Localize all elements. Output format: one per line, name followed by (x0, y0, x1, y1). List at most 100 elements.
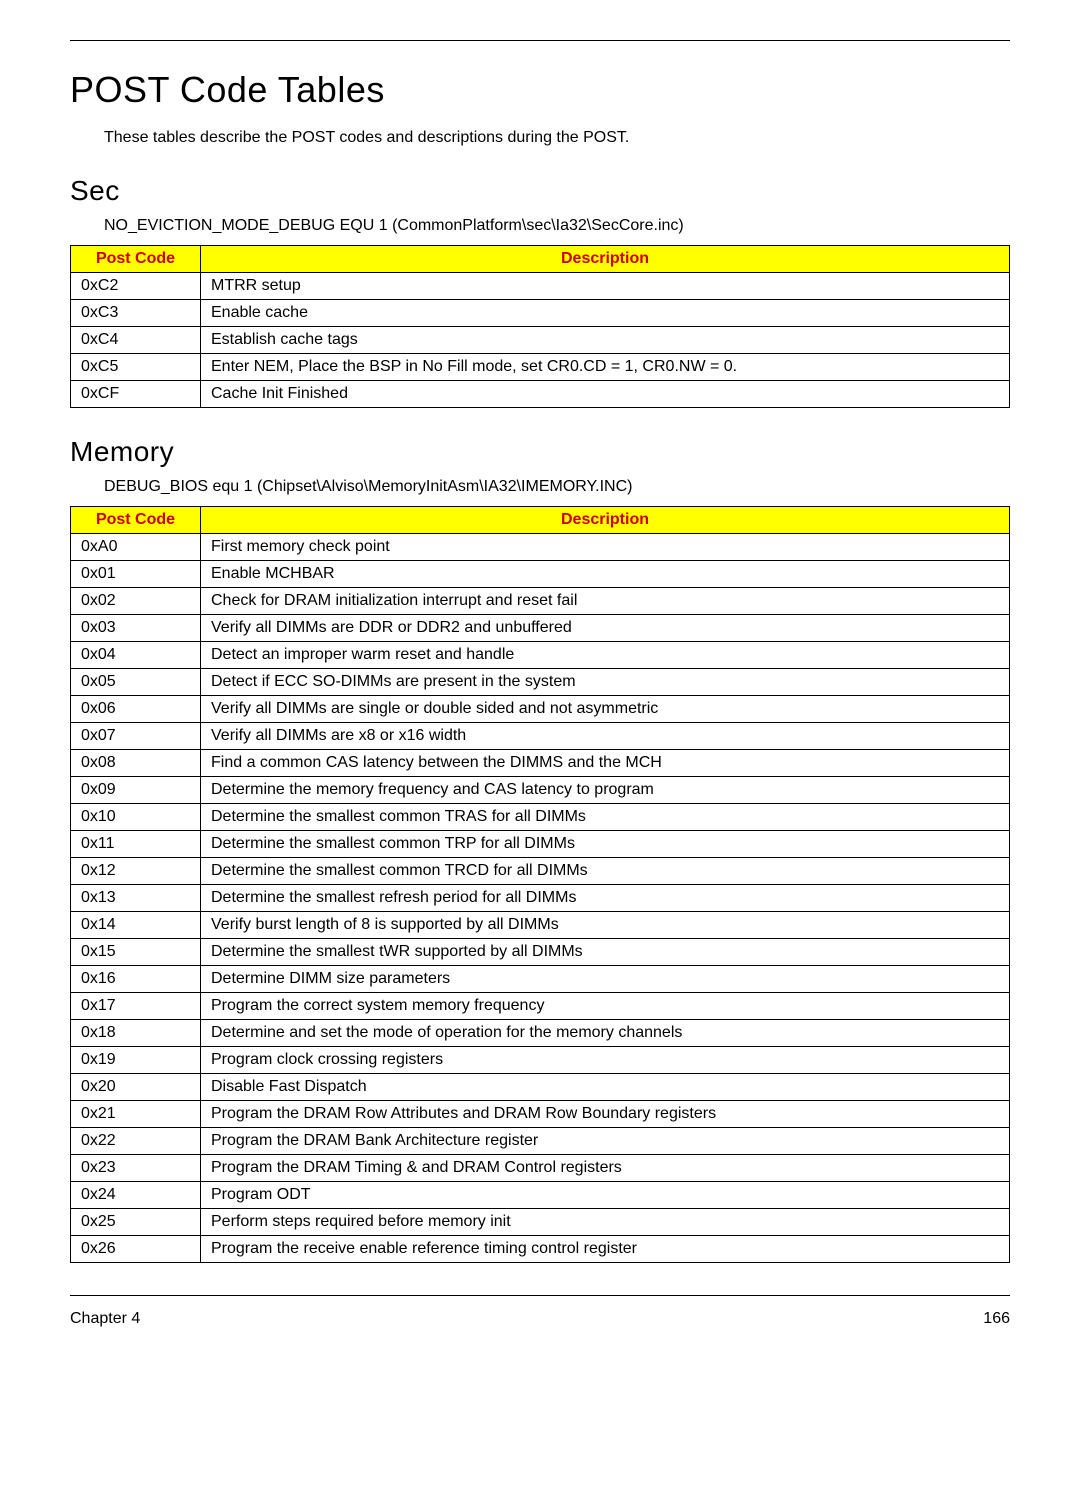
cell-code: 0x22 (71, 1128, 201, 1155)
table-row: 0x26Program the receive enable reference… (71, 1236, 1010, 1263)
cell-desc: Verify burst length of 8 is supported by… (201, 912, 1010, 939)
cell-desc: Perform steps required before memory ini… (201, 1209, 1010, 1236)
cell-desc: Check for DRAM initialization interrupt … (201, 588, 1010, 615)
sec-col-desc: Description (201, 246, 1010, 273)
cell-desc: Program the receive enable reference tim… (201, 1236, 1010, 1263)
cell-code: 0x11 (71, 831, 201, 858)
table-row: 0x04Detect an improper warm reset and ha… (71, 642, 1010, 669)
cell-desc: Verify all DIMMs are x8 or x16 width (201, 723, 1010, 750)
cell-code: 0xC3 (71, 300, 201, 327)
table-row: 0x07Verify all DIMMs are x8 or x16 width (71, 723, 1010, 750)
sec-table: Post Code Description 0xC2MTRR setup0xC3… (70, 245, 1010, 408)
cell-desc: Cache Init Finished (201, 381, 1010, 408)
cell-desc: Determine the smallest tWR supported by … (201, 939, 1010, 966)
cell-code: 0x15 (71, 939, 201, 966)
cell-code: 0x12 (71, 858, 201, 885)
cell-code: 0x05 (71, 669, 201, 696)
cell-code: 0x04 (71, 642, 201, 669)
table-row: 0x01Enable MCHBAR (71, 561, 1010, 588)
memory-note: DEBUG_BIOS equ 1 (Chipset\Alviso\MemoryI… (104, 478, 1010, 496)
cell-code: 0x25 (71, 1209, 201, 1236)
table-row: 0x12Determine the smallest common TRCD f… (71, 858, 1010, 885)
cell-code: 0xA0 (71, 534, 201, 561)
table-row: 0x06Verify all DIMMs are single or doubl… (71, 696, 1010, 723)
cell-code: 0xCF (71, 381, 201, 408)
cell-code: 0x01 (71, 561, 201, 588)
cell-desc: Determine the memory frequency and CAS l… (201, 777, 1010, 804)
page-title: POST Code Tables (70, 69, 1010, 111)
cell-desc: Determine and set the mode of operation … (201, 1020, 1010, 1047)
table-row: 0xC4Establish cache tags (71, 327, 1010, 354)
top-rule (70, 40, 1010, 41)
cell-desc: Enter NEM, Place the BSP in No Fill mode… (201, 354, 1010, 381)
cell-code: 0x06 (71, 696, 201, 723)
cell-code: 0x14 (71, 912, 201, 939)
table-row: 0x19Program clock crossing registers (71, 1047, 1010, 1074)
cell-code: 0x17 (71, 993, 201, 1020)
table-row: 0x11Determine the smallest common TRP fo… (71, 831, 1010, 858)
cell-code: 0x20 (71, 1074, 201, 1101)
cell-desc: Disable Fast Dispatch (201, 1074, 1010, 1101)
table-row: 0x09Determine the memory frequency and C… (71, 777, 1010, 804)
table-row: 0x24Program ODT (71, 1182, 1010, 1209)
table-row: 0xA0First memory check point (71, 534, 1010, 561)
cell-desc: Detect an improper warm reset and handle (201, 642, 1010, 669)
footer-right: 166 (983, 1310, 1010, 1328)
cell-code: 0x09 (71, 777, 201, 804)
table-row: 0x22Program the DRAM Bank Architecture r… (71, 1128, 1010, 1155)
cell-desc: Verify all DIMMs are DDR or DDR2 and unb… (201, 615, 1010, 642)
table-row: 0x05Detect if ECC SO-DIMMs are present i… (71, 669, 1010, 696)
cell-code: 0x21 (71, 1101, 201, 1128)
cell-desc: Program the DRAM Row Attributes and DRAM… (201, 1101, 1010, 1128)
cell-code: 0x19 (71, 1047, 201, 1074)
section-heading-memory: Memory (70, 436, 1010, 468)
cell-code: 0x26 (71, 1236, 201, 1263)
table-row: 0xC3Enable cache (71, 300, 1010, 327)
memory-col-code: Post Code (71, 507, 201, 534)
cell-code: 0x07 (71, 723, 201, 750)
table-row: 0x20Disable Fast Dispatch (71, 1074, 1010, 1101)
cell-desc: Program ODT (201, 1182, 1010, 1209)
cell-desc: Determine the smallest common TRAS for a… (201, 804, 1010, 831)
table-row: 0x13Determine the smallest refresh perio… (71, 885, 1010, 912)
cell-code: 0xC4 (71, 327, 201, 354)
cell-desc: Program the DRAM Timing & and DRAM Contr… (201, 1155, 1010, 1182)
cell-desc: Program the DRAM Bank Architecture regis… (201, 1128, 1010, 1155)
cell-desc: Determine DIMM size parameters (201, 966, 1010, 993)
cell-desc: Enable cache (201, 300, 1010, 327)
cell-code: 0x13 (71, 885, 201, 912)
table-row: 0xC2MTRR setup (71, 273, 1010, 300)
cell-desc: Determine the smallest refresh period fo… (201, 885, 1010, 912)
cell-code: 0x18 (71, 1020, 201, 1047)
table-row: 0x17Program the correct system memory fr… (71, 993, 1010, 1020)
cell-desc: Find a common CAS latency between the DI… (201, 750, 1010, 777)
cell-desc: Determine the smallest common TRCD for a… (201, 858, 1010, 885)
sec-note: NO_EVICTION_MODE_DEBUG EQU 1 (CommonPlat… (104, 217, 1010, 235)
cell-code: 0x08 (71, 750, 201, 777)
cell-desc: Enable MCHBAR (201, 561, 1010, 588)
table-row: 0x10Determine the smallest common TRAS f… (71, 804, 1010, 831)
table-row: 0x18Determine and set the mode of operat… (71, 1020, 1010, 1047)
table-row: 0x08Find a common CAS latency between th… (71, 750, 1010, 777)
cell-code: 0x16 (71, 966, 201, 993)
memory-table: Post Code Description 0xA0First memory c… (70, 506, 1010, 1263)
table-row: 0x02Check for DRAM initialization interr… (71, 588, 1010, 615)
cell-desc: Verify all DIMMs are single or double si… (201, 696, 1010, 723)
table-row: 0x23Program the DRAM Timing & and DRAM C… (71, 1155, 1010, 1182)
footer-left: Chapter 4 (70, 1310, 140, 1328)
cell-desc: Establish cache tags (201, 327, 1010, 354)
cell-code: 0x23 (71, 1155, 201, 1182)
sec-col-code: Post Code (71, 246, 201, 273)
cell-code: 0xC5 (71, 354, 201, 381)
table-row: 0x14Verify burst length of 8 is supporte… (71, 912, 1010, 939)
cell-desc: First memory check point (201, 534, 1010, 561)
bottom-rule (70, 1295, 1010, 1296)
intro-text: These tables describe the POST codes and… (104, 129, 1010, 147)
table-row: 0xC5Enter NEM, Place the BSP in No Fill … (71, 354, 1010, 381)
cell-code: 0x10 (71, 804, 201, 831)
table-row: 0xCFCache Init Finished (71, 381, 1010, 408)
table-row: 0x03Verify all DIMMs are DDR or DDR2 and… (71, 615, 1010, 642)
table-row: 0x15Determine the smallest tWR supported… (71, 939, 1010, 966)
cell-desc: Program clock crossing registers (201, 1047, 1010, 1074)
cell-desc: MTRR setup (201, 273, 1010, 300)
